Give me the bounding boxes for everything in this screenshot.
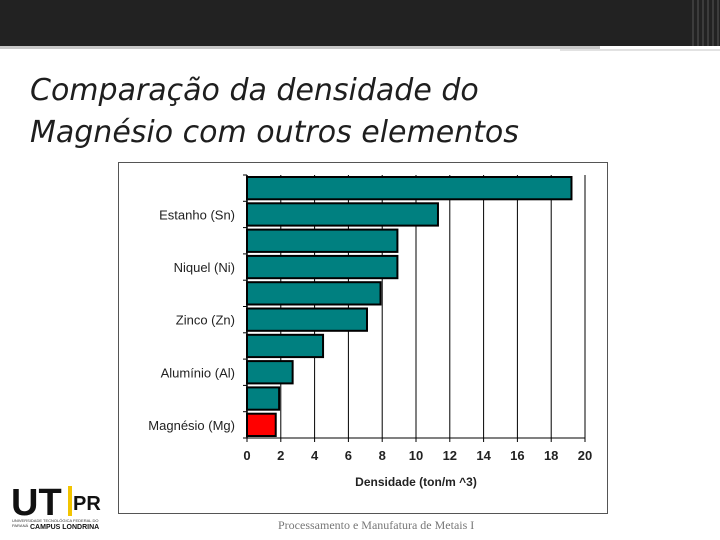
logo-campus: CAMPUS LONDRINA [30, 524, 100, 531]
bar [246, 176, 573, 201]
y-tick-label: Estanho (Sn) [159, 207, 235, 222]
x-tick-label: 10 [409, 448, 423, 463]
bar [246, 307, 368, 332]
y-tick-label: Magnésio (Mg) [148, 418, 235, 433]
bar [246, 333, 325, 359]
logo-brand-left: UT [11, 482, 62, 524]
bar [246, 386, 281, 411]
x-tick-label: 14 [476, 448, 491, 463]
slide-title-line-2: Magnésio com outros elementos [30, 115, 519, 150]
x-tick-label: 0 [243, 448, 250, 463]
accent-line [0, 46, 600, 49]
y-tick-label: Zinco (Zn) [176, 313, 235, 328]
y-tick-label: Niquel (Ni) [174, 260, 235, 275]
bar [246, 228, 399, 253]
bar-highlight [246, 412, 277, 437]
x-tick-label: 20 [578, 448, 592, 463]
x-tick-label: 8 [379, 448, 386, 463]
density-bar-chart: 0 2 4 6 8 10 12 14 16 18 20 Estanho (Sn) Niquel (Ni)… [148, 174, 592, 489]
chart-frame: 0 2 4 6 8 10 12 14 16 18 20 Estanho (Sn) Niquel (Ni)… [118, 162, 608, 514]
y-tick-label: Alumínio (Al) [161, 365, 235, 380]
utfpr-logo: UT PR [11, 482, 101, 524]
x-tick-label: 4 [311, 448, 319, 463]
x-tick-label: 18 [544, 448, 558, 463]
x-tick-label: 16 [510, 448, 524, 463]
bar [246, 360, 294, 385]
bar [246, 281, 382, 306]
slide-title: Comparação da densidade do Magnésio com … [30, 70, 690, 154]
logo-brand-right: PR [73, 493, 101, 515]
slide-footer: Processamento e Manufatura de Metais I [278, 518, 475, 532]
accent-line-secondary [560, 49, 720, 51]
top-bar [0, 0, 720, 46]
bar [246, 254, 399, 280]
top-bar-decoration [692, 0, 720, 46]
slide-title-line-1: Comparação da densidade do [30, 73, 479, 108]
x-tick-label: 12 [443, 448, 457, 463]
bar [246, 202, 439, 227]
x-tick-label: 6 [345, 448, 352, 463]
logo-bar [68, 486, 72, 516]
x-axis-label: Densidade (ton/m ^3) [355, 475, 477, 489]
x-tick-label: 2 [277, 448, 284, 463]
logo-caption: UNIVERSIDADE TECNOLÓGICA FEDERAL DO PARA… [12, 518, 99, 528]
